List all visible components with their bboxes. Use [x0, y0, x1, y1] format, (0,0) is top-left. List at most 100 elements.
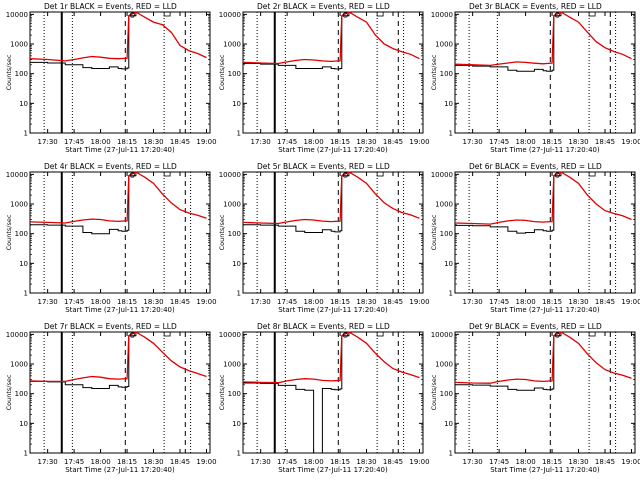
- panel-det-6: Det 6r BLACK = Events, RED = LLD 1 10 100 10…: [430, 162, 640, 314]
- saturation-marker: [554, 12, 560, 18]
- series-line-events: [30, 331, 207, 389]
- x-tick-label: 17:45: [64, 458, 84, 466]
- x-tick-label: 17:30: [38, 298, 58, 306]
- saturation-marker: [129, 12, 135, 18]
- y-tick-label: 100: [228, 390, 241, 398]
- y-tick-label: 100: [440, 390, 453, 398]
- x-tick-label: 18:15: [117, 458, 137, 466]
- y-axis-label: Counts/sec: [5, 374, 13, 410]
- x-tick-label: 19:00: [621, 138, 640, 146]
- y-tick-label: 1000: [10, 41, 28, 49]
- panel-det-7: Det 7r BLACK = Events, RED = LLD 1 10 100 10…: [5, 322, 217, 474]
- x-tick-label: 19:00: [409, 138, 429, 146]
- plot-frame: [454, 331, 636, 454]
- y-tick-label: 1: [237, 130, 241, 138]
- x-tick-label: 19:00: [621, 298, 640, 306]
- x-tick-label: 17:45: [64, 138, 84, 146]
- series-line-lld: [29, 11, 207, 62]
- x-tick-label: 18:30: [356, 138, 376, 146]
- y-tick-label: 10: [19, 260, 28, 268]
- plot-frame: [242, 11, 424, 134]
- x-tick-label: 19:00: [621, 458, 640, 466]
- panel-title: Det 4r BLACK = Events, RED = LLD: [44, 162, 177, 171]
- x-tick-label: 18:30: [143, 458, 163, 466]
- x-tick-label: 18:30: [568, 298, 588, 306]
- x-tick-label: 18:00: [90, 458, 110, 466]
- x-tick-label: 18:45: [383, 298, 403, 306]
- plot-frame: [454, 11, 636, 134]
- x-tick-label: 18:45: [383, 458, 403, 466]
- panel-det-4: Det 4r BLACK = Events, RED = LLD 1 10 100 10…: [5, 162, 217, 314]
- x-tick-label: 17:45: [489, 138, 509, 146]
- y-tick-label: 1000: [435, 361, 453, 369]
- saturation-marker: [163, 11, 171, 17]
- series-line-events: [30, 11, 207, 70]
- y-tick-label: 10000: [6, 11, 28, 19]
- y-tick-label: 1: [449, 290, 453, 298]
- x-tick-label: 18:15: [542, 298, 562, 306]
- x-tick-label: 18:15: [117, 298, 137, 306]
- series-line-events: [243, 11, 420, 70]
- x-tick-label: 18:30: [568, 458, 588, 466]
- saturation-marker: [163, 171, 171, 177]
- y-tick-label: 1: [24, 290, 28, 298]
- x-tick-label: 18:15: [330, 298, 350, 306]
- saturation-marker: [588, 171, 596, 177]
- x-tick-label: 17:30: [251, 138, 271, 146]
- x-axis-label: Start Time (27-Jul-11 17:20:40): [65, 146, 175, 154]
- x-axis-label: Start Time (27-Jul-11 17:20:40): [490, 146, 600, 154]
- y-tick-label: 10000: [219, 171, 241, 179]
- series-line-lld: [29, 331, 207, 383]
- series-line-events: [243, 331, 420, 454]
- y-tick-label: 10: [232, 420, 241, 428]
- y-tick-label: 1000: [10, 361, 28, 369]
- x-tick-label: 18:30: [568, 138, 588, 146]
- x-tick-label: 17:45: [277, 458, 297, 466]
- y-tick-label: 1000: [435, 41, 453, 49]
- x-tick-label: 18:15: [117, 138, 137, 146]
- y-tick-label: 1000: [435, 201, 453, 209]
- y-tick-label: 10000: [431, 171, 453, 179]
- x-axis-label: Start Time (27-Jul-11 17:20:40): [490, 466, 600, 474]
- panel-det-1: Det 1r BLACK = Events, RED = LLD 1 10 100 10…: [5, 2, 217, 154]
- y-tick-label: 10: [232, 260, 241, 268]
- series-line-lld: [454, 331, 632, 384]
- x-tick-label: 19:00: [196, 458, 216, 466]
- y-tick-label: 100: [228, 70, 241, 78]
- x-tick-label: 18:15: [542, 458, 562, 466]
- x-tick-label: 18:45: [383, 138, 403, 146]
- saturation-marker: [342, 172, 348, 178]
- series-line-lld: [454, 11, 632, 67]
- x-tick-label: 18:45: [595, 298, 615, 306]
- x-tick-label: 18:00: [515, 298, 535, 306]
- series-line-events: [30, 171, 207, 235]
- panel-title: Det 1r BLACK = Events, RED = LLD: [44, 2, 177, 11]
- series-line-events: [455, 171, 632, 234]
- x-tick-label: 19:00: [409, 298, 429, 306]
- y-tick-label: 10000: [219, 11, 241, 19]
- plot-frame: [29, 11, 211, 134]
- y-tick-label: 100: [440, 230, 453, 238]
- plot-frame: [242, 171, 424, 294]
- y-axis-label: Counts/sec: [5, 54, 13, 90]
- saturation-marker: [588, 11, 596, 17]
- x-tick-label: 18:45: [170, 138, 190, 146]
- y-tick-label: 10000: [431, 331, 453, 339]
- y-tick-label: 10: [232, 100, 241, 108]
- series-line-lld: [454, 171, 632, 225]
- saturation-marker: [342, 12, 348, 18]
- y-tick-label: 100: [15, 390, 28, 398]
- plot-frame: [29, 171, 211, 294]
- x-tick-label: 18:30: [356, 298, 376, 306]
- x-tick-label: 18:45: [170, 458, 190, 466]
- y-axis-label: Counts/sec: [218, 374, 226, 410]
- y-tick-label: 1000: [223, 41, 241, 49]
- x-tick-label: 19:00: [196, 138, 216, 146]
- x-tick-label: 17:30: [463, 298, 483, 306]
- x-tick-label: 18:15: [542, 138, 562, 146]
- y-tick-label: 10000: [431, 11, 453, 19]
- saturation-marker: [554, 332, 560, 338]
- plot-frame: [454, 171, 636, 294]
- series-line-events: [455, 11, 632, 72]
- x-tick-label: 17:45: [489, 298, 509, 306]
